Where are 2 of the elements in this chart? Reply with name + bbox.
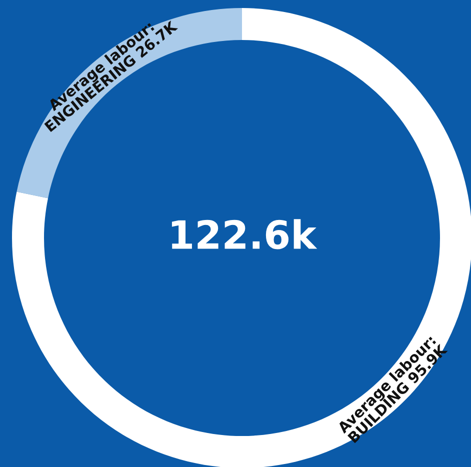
text: 122.6k [172, 219, 318, 250]
donut-slice [12, 8, 471, 467]
